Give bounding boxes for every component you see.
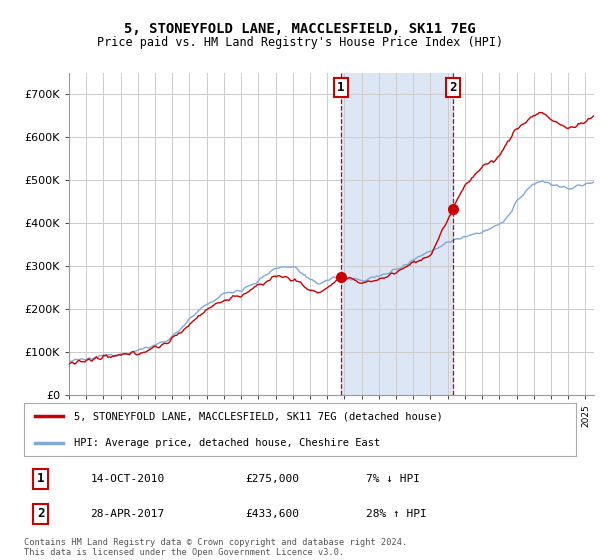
Text: 7% ↓ HPI: 7% ↓ HPI xyxy=(366,474,420,484)
Text: 1: 1 xyxy=(337,81,344,94)
Text: Contains HM Land Registry data © Crown copyright and database right 2024.
This d: Contains HM Land Registry data © Crown c… xyxy=(24,538,407,557)
Text: £275,000: £275,000 xyxy=(245,474,299,484)
Text: 5, STONEYFOLD LANE, MACCLESFIELD, SK11 7EG: 5, STONEYFOLD LANE, MACCLESFIELD, SK11 7… xyxy=(124,22,476,36)
Text: 14-OCT-2010: 14-OCT-2010 xyxy=(90,474,164,484)
Text: HPI: Average price, detached house, Cheshire East: HPI: Average price, detached house, Ches… xyxy=(74,438,380,448)
Text: 2: 2 xyxy=(449,81,457,94)
Text: Price paid vs. HM Land Registry's House Price Index (HPI): Price paid vs. HM Land Registry's House … xyxy=(97,36,503,49)
Text: 28-APR-2017: 28-APR-2017 xyxy=(90,509,164,519)
Text: 28% ↑ HPI: 28% ↑ HPI xyxy=(366,509,427,519)
Text: 2: 2 xyxy=(37,507,44,520)
Text: 1: 1 xyxy=(37,472,44,486)
Text: 5, STONEYFOLD LANE, MACCLESFIELD, SK11 7EG (detached house): 5, STONEYFOLD LANE, MACCLESFIELD, SK11 7… xyxy=(74,412,442,422)
Bar xyxy=(341,73,454,395)
Text: £433,600: £433,600 xyxy=(245,509,299,519)
